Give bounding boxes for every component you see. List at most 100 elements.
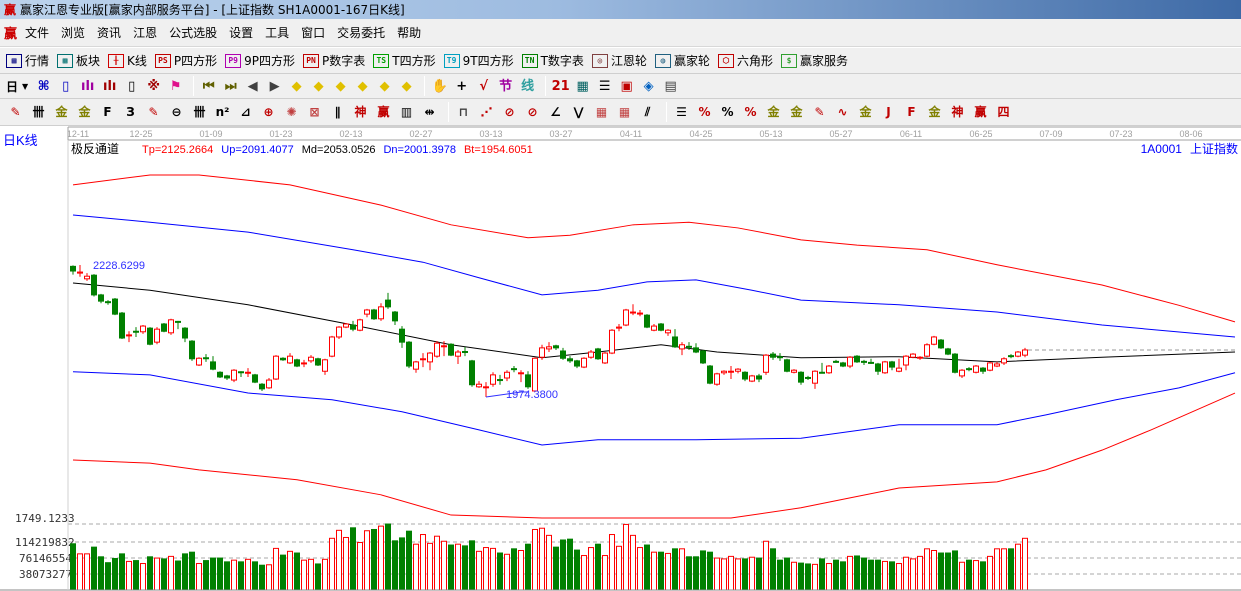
circle-icon[interactable]: ⊖	[171, 104, 182, 119]
menu-item-6[interactable]: 工具	[265, 26, 290, 40]
notes-icon[interactable]: ▯	[62, 78, 70, 94]
prev-icon[interactable]: ◀	[247, 78, 258, 94]
pen-lines-icon[interactable]: ✎	[814, 104, 825, 119]
toolbar-button-4[interactable]: P9 9P四方形	[225, 52, 295, 69]
box-lines-icon[interactable]: ⊓	[458, 104, 469, 119]
right-diamond-icon[interactable]: ◆	[313, 78, 324, 94]
levels-icon[interactable]: ☰	[676, 104, 687, 119]
menu-logo[interactable]: 赢	[4, 27, 18, 42]
toolbar-button-7[interactable]: T9 9T四方形	[443, 52, 514, 69]
network-icon[interactable]: ◈	[643, 78, 654, 94]
pct-fan-icon[interactable]: %	[698, 104, 711, 119]
menu-item-7[interactable]: 窗口	[301, 26, 326, 40]
toolbar-button-3[interactable]: PS P四方形	[154, 52, 217, 69]
toolbar-button-11[interactable]: ⬡ 六角形	[717, 52, 773, 69]
time-lines-icon[interactable]: 卌	[193, 104, 206, 119]
grid-lines-icon[interactable]: 卌	[32, 104, 45, 119]
volume-bar	[763, 540, 769, 591]
calculator-icon[interactable]: ▦	[576, 78, 589, 94]
si-angle-icon[interactable]: 四	[997, 104, 1010, 119]
ruler-icon[interactable]: ▥	[400, 104, 413, 119]
flag-icon[interactable]: ⚑	[169, 78, 182, 94]
toolbar-button-5[interactable]: PN P数字表	[303, 52, 365, 69]
toolbar-button-9[interactable]: ◎ 江恩轮	[591, 52, 647, 69]
save-icon[interactable]: ▣	[620, 78, 633, 94]
pen2-icon[interactable]: ✎	[148, 104, 159, 119]
toolbar-button-1[interactable]: ▩ 板块	[57, 52, 100, 69]
wave-icon[interactable]: ∿	[837, 104, 848, 119]
parallel-icon[interactable]: ⫽	[644, 104, 651, 119]
box-icon[interactable]: ⊠	[309, 104, 320, 119]
trend-icon[interactable]: √	[479, 78, 488, 94]
fan-box-icon[interactable]: ⊘	[504, 104, 515, 119]
shen-angle-icon[interactable]: 神	[951, 104, 964, 119]
bars3-icon[interactable]: ılı	[80, 78, 95, 94]
ying-angle-icon[interactable]: 赢	[974, 104, 987, 119]
triangle-icon[interactable]: ⊿	[240, 104, 251, 119]
kline-chart[interactable]: 12-11 12-25 01-09 01-23 02-13 02-27 03-13 03-27…	[0, 126, 1241, 591]
percent-icon[interactable]: %	[721, 104, 734, 119]
menu-item-8[interactable]: 交易委托	[337, 26, 386, 40]
web-icon[interactable]: ✺	[286, 104, 297, 119]
gold-circle-icon[interactable]: 金	[767, 104, 780, 119]
fan-box2-icon[interactable]: ⊘	[527, 104, 538, 119]
menu-item-3[interactable]: 江恩	[133, 26, 158, 40]
gold-band-icon[interactable]: 金	[859, 104, 872, 119]
toolbar-button-10[interactable]: ◍ 赢家轮	[654, 52, 710, 69]
toolbar-button-2[interactable]: ╫ K线	[108, 52, 147, 69]
shen-icon[interactable]: 神	[354, 104, 367, 119]
section-icon[interactable]: 节	[499, 78, 513, 94]
ying-icon[interactable]: 赢	[377, 104, 390, 119]
j-angle-icon[interactable]: J	[886, 104, 891, 119]
target-icon[interactable]: ⊕	[263, 104, 274, 119]
n2-icon[interactable]: n²	[215, 104, 230, 119]
zoom-in-icon[interactable]: ◆	[357, 78, 368, 94]
report-icon[interactable]: ☰	[598, 78, 611, 94]
width-icon[interactable]: ⇹	[424, 104, 435, 119]
candle-type-icon[interactable]: ▯	[128, 78, 136, 94]
expand-v-icon[interactable]: ◆	[401, 78, 412, 94]
calendar-icon[interactable]: 21	[551, 78, 570, 94]
fib-f-icon[interactable]: F	[103, 104, 112, 119]
toolbar-button-12[interactable]: $ 赢家服务	[780, 52, 848, 69]
pen-icon[interactable]: ✎	[10, 104, 21, 119]
bars9-icon[interactable]: ılı	[102, 78, 117, 94]
fan-lines-icon[interactable]: ∠	[550, 104, 561, 119]
crosshair-icon[interactable]: +	[456, 78, 468, 94]
pct-lines-icon[interactable]: %	[744, 104, 757, 119]
expand-h-icon[interactable]: ◆	[335, 78, 346, 94]
toolbar-button-6[interactable]: TS T四方形	[373, 52, 436, 69]
toolbar-button-8[interactable]: TN T数字表	[521, 52, 584, 69]
menu-item-5[interactable]: 设置	[229, 26, 254, 40]
spiral-icon[interactable]: З	[126, 104, 135, 119]
print-icon[interactable]: ▤	[664, 78, 677, 94]
left-diamond-icon[interactable]: ◆	[291, 78, 302, 94]
pattern-icon[interactable]: ※	[147, 78, 160, 94]
menu-item-4[interactable]: 公式选股	[169, 26, 218, 40]
angle-icon[interactable]: ∥	[334, 104, 341, 119]
f-angle-icon[interactable]: F	[907, 104, 916, 119]
candle-body	[798, 371, 804, 383]
line-icon[interactable]: 线	[521, 78, 535, 94]
grid2-icon[interactable]: ▦	[618, 104, 631, 119]
first-icon[interactable]: ⏮	[202, 78, 215, 94]
menu-item-9[interactable]: 帮助	[397, 26, 422, 40]
period-select[interactable]: 日 ▼	[6, 78, 28, 95]
candle	[623, 308, 629, 327]
gold-lines-icon[interactable]: 金	[790, 104, 803, 119]
gold1-icon[interactable]: 金	[55, 104, 68, 119]
last-icon[interactable]: ⏭	[224, 78, 237, 94]
gold-angle-icon[interactable]: 金	[928, 104, 941, 119]
menu-item-1[interactable]: 浏览	[61, 26, 86, 40]
menu-item-2[interactable]: 资讯	[97, 26, 122, 40]
menu-item-0[interactable]: 文件	[25, 26, 50, 40]
draw-mode-icon[interactable]: ⌘	[37, 78, 50, 94]
gold2-icon[interactable]: 金	[78, 104, 91, 119]
fan-icon[interactable]: ⋰	[480, 104, 493, 119]
toolbar-button-0[interactable]: ▦ 行情	[6, 52, 49, 69]
hand-icon[interactable]: ✋	[431, 78, 448, 94]
next-icon[interactable]: ▶	[269, 78, 280, 94]
grid-icon[interactable]: ▦	[595, 104, 608, 119]
zigzag-icon[interactable]: ⋁	[573, 104, 584, 119]
zoom-out-icon[interactable]: ◆	[379, 78, 390, 94]
